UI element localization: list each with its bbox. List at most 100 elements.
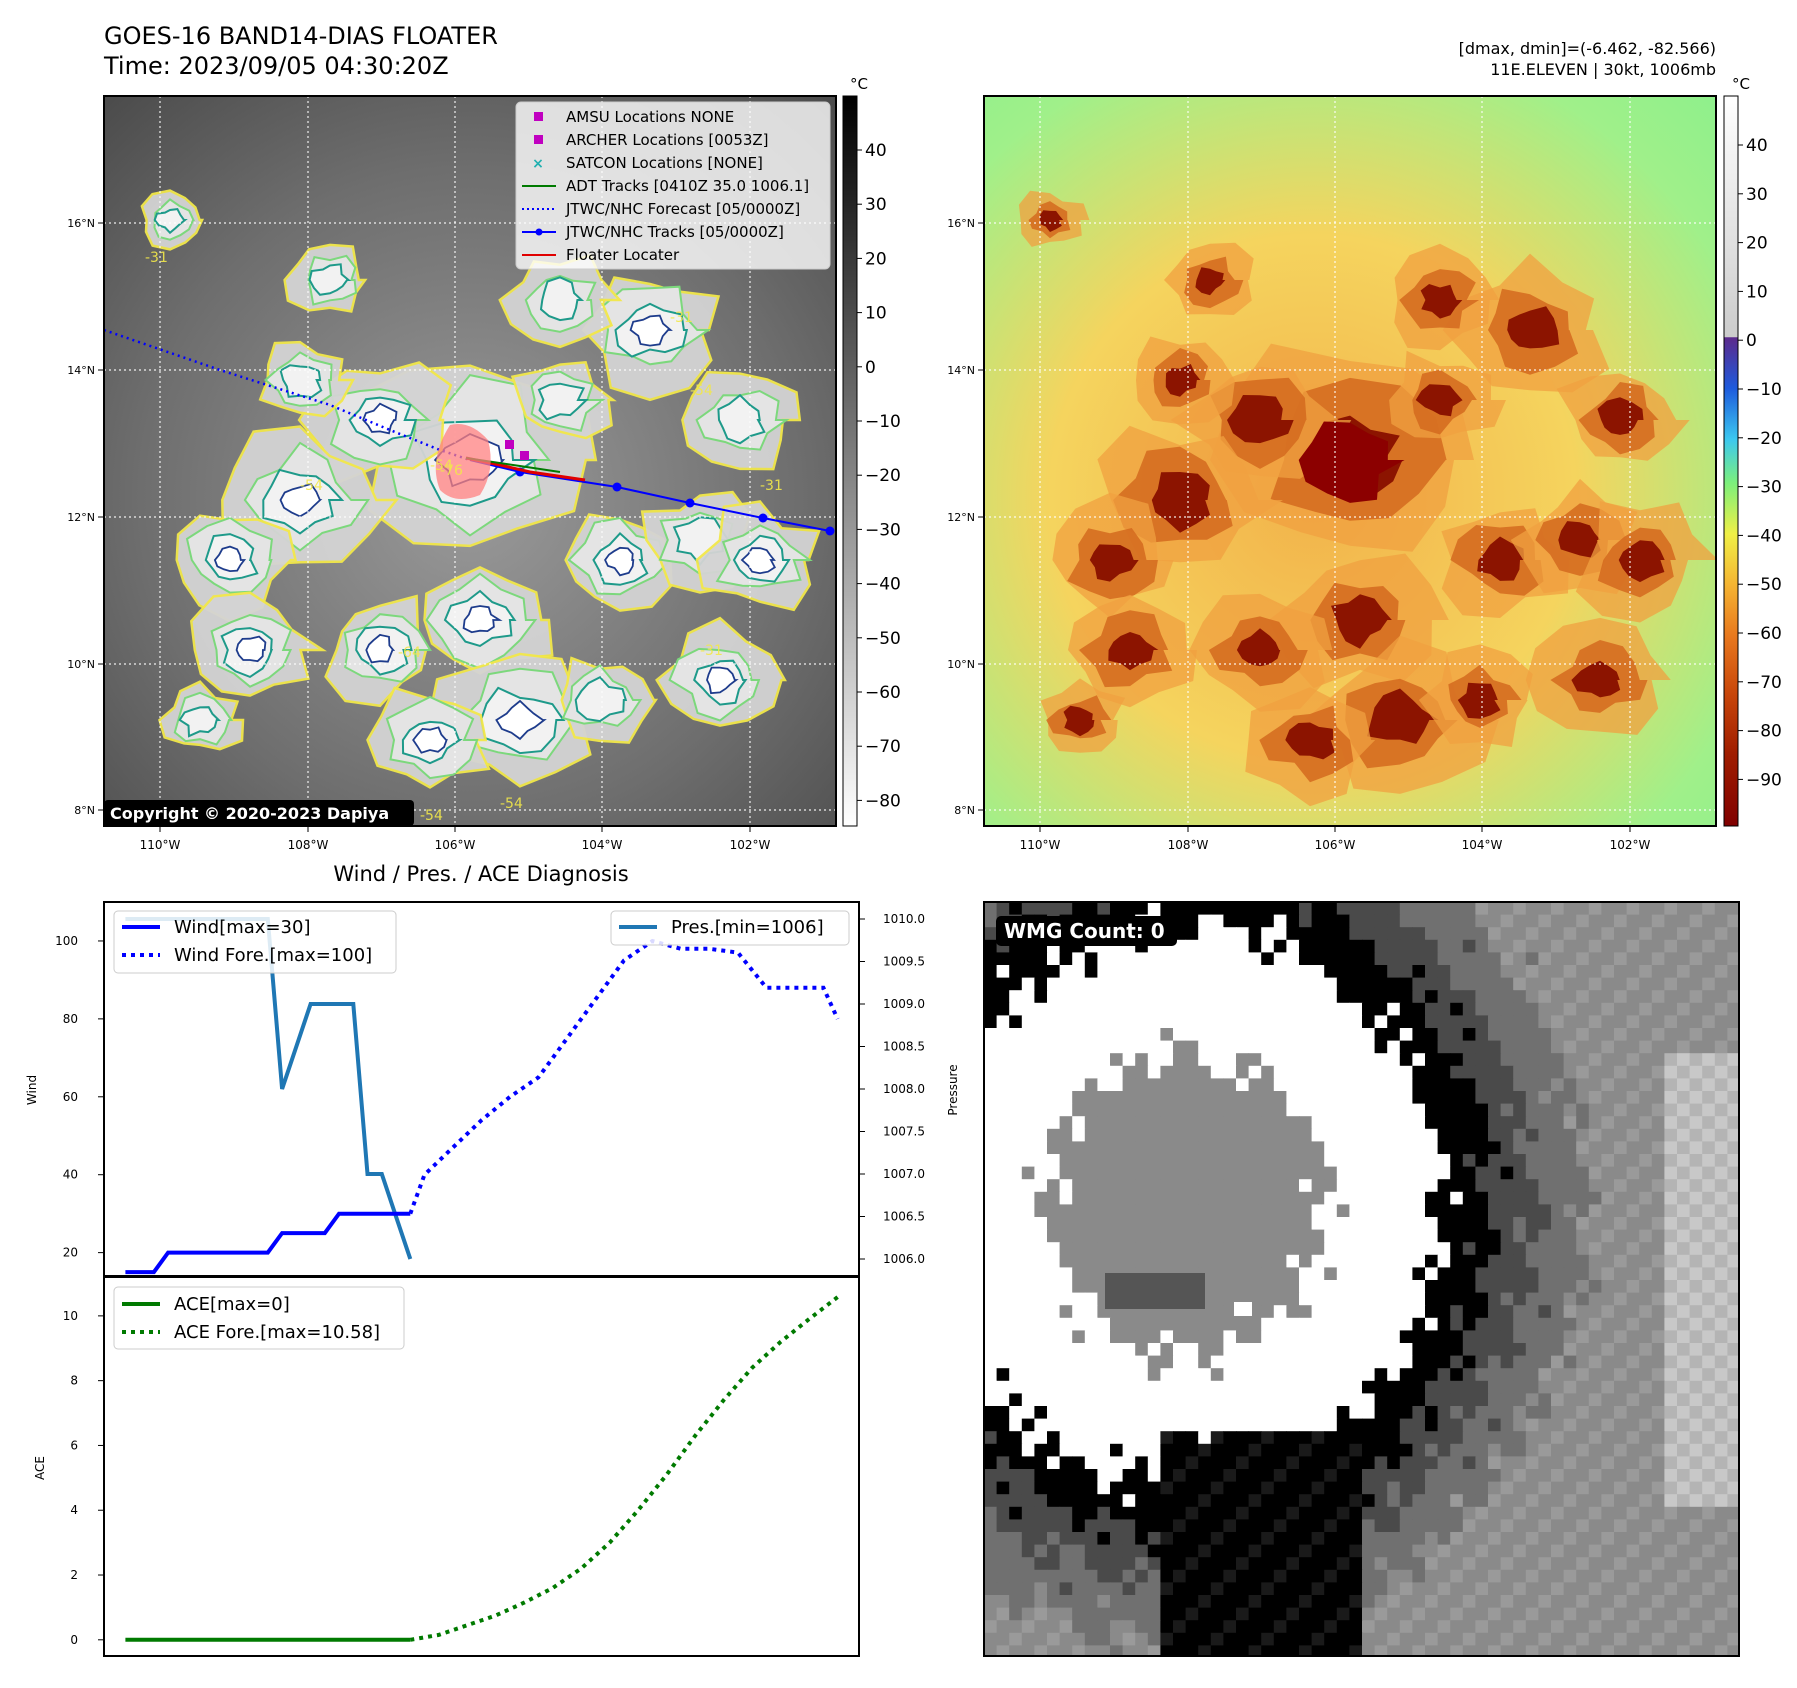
wmg-cell bbox=[1021, 1229, 1035, 1243]
wmg-cell bbox=[1034, 1179, 1048, 1193]
wmg-cell bbox=[1437, 1053, 1451, 1067]
wmg-cell bbox=[1110, 1179, 1124, 1193]
wmg-cell bbox=[1185, 1217, 1199, 1231]
wmg-cell bbox=[1122, 1506, 1136, 1520]
wmg-cell bbox=[1034, 1280, 1048, 1294]
wmg-cell bbox=[1601, 1191, 1615, 1205]
wmg-cell bbox=[996, 1103, 1010, 1117]
wmg-cell bbox=[1475, 1645, 1489, 1656]
wmg-cell bbox=[1626, 1065, 1640, 1079]
wmg-cell bbox=[1601, 1053, 1615, 1067]
wmg-cell bbox=[1324, 1292, 1338, 1306]
wmg-cell bbox=[1135, 1154, 1149, 1168]
wmg-cell bbox=[1097, 1406, 1111, 1420]
wmg-cell bbox=[1450, 1191, 1464, 1205]
wmg-cell bbox=[1185, 952, 1199, 966]
wmg-cell bbox=[1059, 1280, 1073, 1294]
wmg-cell bbox=[1185, 1494, 1199, 1508]
wmg-cell bbox=[1349, 1078, 1363, 1092]
cloud-core bbox=[1507, 306, 1560, 349]
wmg-cell bbox=[1588, 1217, 1602, 1231]
wmg-cell bbox=[1651, 1280, 1665, 1294]
wmg-cell bbox=[1261, 1494, 1275, 1508]
wmg-cell bbox=[1059, 1443, 1073, 1457]
wmg-cell bbox=[1248, 1317, 1262, 1331]
wmg-cell bbox=[1462, 1280, 1476, 1294]
wmg-cell bbox=[1639, 1154, 1653, 1168]
wmg-cell bbox=[1273, 1078, 1287, 1092]
wmg-cell bbox=[1450, 1254, 1464, 1268]
wmg-cell bbox=[1576, 1103, 1590, 1117]
wmg-cell bbox=[1336, 914, 1350, 928]
wmg-cell bbox=[1349, 1002, 1363, 1016]
wmg-cell bbox=[1248, 1506, 1262, 1520]
wmg-cell bbox=[1198, 1380, 1212, 1394]
wmg-cell bbox=[1601, 1292, 1615, 1306]
wmg-cell bbox=[1185, 902, 1199, 916]
wmg-cell bbox=[1462, 1078, 1476, 1092]
wmg-cell bbox=[1097, 902, 1111, 916]
wmg-cell bbox=[1399, 1481, 1413, 1495]
wmg-cell bbox=[1551, 990, 1565, 1004]
wmg-cell bbox=[1563, 1053, 1577, 1067]
wmg-cell bbox=[1248, 1229, 1262, 1243]
wmg-cell bbox=[1034, 965, 1048, 979]
wmg-cell bbox=[1551, 1229, 1565, 1243]
wmg-cell bbox=[1639, 1481, 1653, 1495]
wmg-cell bbox=[1198, 1393, 1212, 1407]
wmg-cell bbox=[1689, 1620, 1703, 1634]
wmg-cell bbox=[1223, 902, 1237, 916]
wmg-cell bbox=[1374, 1595, 1388, 1609]
wmg-cell bbox=[1651, 1418, 1665, 1432]
wmg-cell bbox=[1324, 1532, 1338, 1546]
wmg-cell bbox=[1147, 1368, 1161, 1382]
wmg-cell bbox=[1072, 1015, 1086, 1029]
wmg-cell bbox=[1462, 1569, 1476, 1583]
wmg-cell bbox=[1223, 1040, 1237, 1054]
wmg-cell bbox=[1462, 1393, 1476, 1407]
cloud-contour bbox=[178, 706, 222, 738]
wmg-cell bbox=[1009, 977, 1023, 991]
wmg-cell bbox=[1286, 1544, 1300, 1558]
wmg-cell bbox=[1462, 1607, 1476, 1621]
wmg-cell bbox=[1072, 1343, 1086, 1357]
wmg-cell bbox=[1021, 1091, 1035, 1105]
wmg-cell bbox=[1639, 990, 1653, 1004]
wmg-cell bbox=[1626, 902, 1640, 916]
wmg-cell bbox=[984, 1456, 998, 1470]
wmg-cell bbox=[1009, 1191, 1023, 1205]
wmg-cell bbox=[1387, 1494, 1401, 1508]
cloud-core bbox=[1108, 632, 1159, 671]
wmg-cell bbox=[1311, 1557, 1325, 1571]
wmg-cell bbox=[1513, 1582, 1527, 1596]
wmg-cell bbox=[1236, 1191, 1250, 1205]
wmg-cell bbox=[1714, 1091, 1728, 1105]
wmg-cell bbox=[1639, 1355, 1653, 1369]
wmg-cell bbox=[1173, 1254, 1187, 1268]
wmg-cell bbox=[1374, 1028, 1388, 1042]
wmg-cell bbox=[1336, 1053, 1350, 1067]
wmg-cell bbox=[1677, 1305, 1691, 1319]
wmg-cell bbox=[1437, 1645, 1451, 1656]
wmg-cell bbox=[1387, 1229, 1401, 1243]
wmg-cell bbox=[1689, 1065, 1703, 1079]
wmg-cell bbox=[1450, 1229, 1464, 1243]
wmg-cell bbox=[1551, 1204, 1565, 1218]
wmg-cell bbox=[1450, 939, 1464, 953]
wmg-cell bbox=[1651, 1645, 1665, 1656]
wmg-cell bbox=[1198, 1557, 1212, 1571]
wmg-cell bbox=[1425, 1506, 1439, 1520]
wmg-cell bbox=[1374, 1078, 1388, 1092]
wmg-cell bbox=[984, 1242, 998, 1256]
wmg-cell bbox=[1173, 1582, 1187, 1596]
wmg-cell bbox=[1286, 1267, 1300, 1281]
wmg-cell bbox=[1286, 939, 1300, 953]
wmg-cell bbox=[1689, 1254, 1703, 1268]
wmg-cell bbox=[1500, 1292, 1514, 1306]
wmg-cell bbox=[1651, 1431, 1665, 1445]
wmg-cell bbox=[1538, 1418, 1552, 1432]
wmg-cell bbox=[1500, 1431, 1514, 1445]
wmg-cell bbox=[1626, 1532, 1640, 1546]
wmg-cell bbox=[1689, 1557, 1703, 1571]
wmg-cell bbox=[1248, 1078, 1262, 1092]
